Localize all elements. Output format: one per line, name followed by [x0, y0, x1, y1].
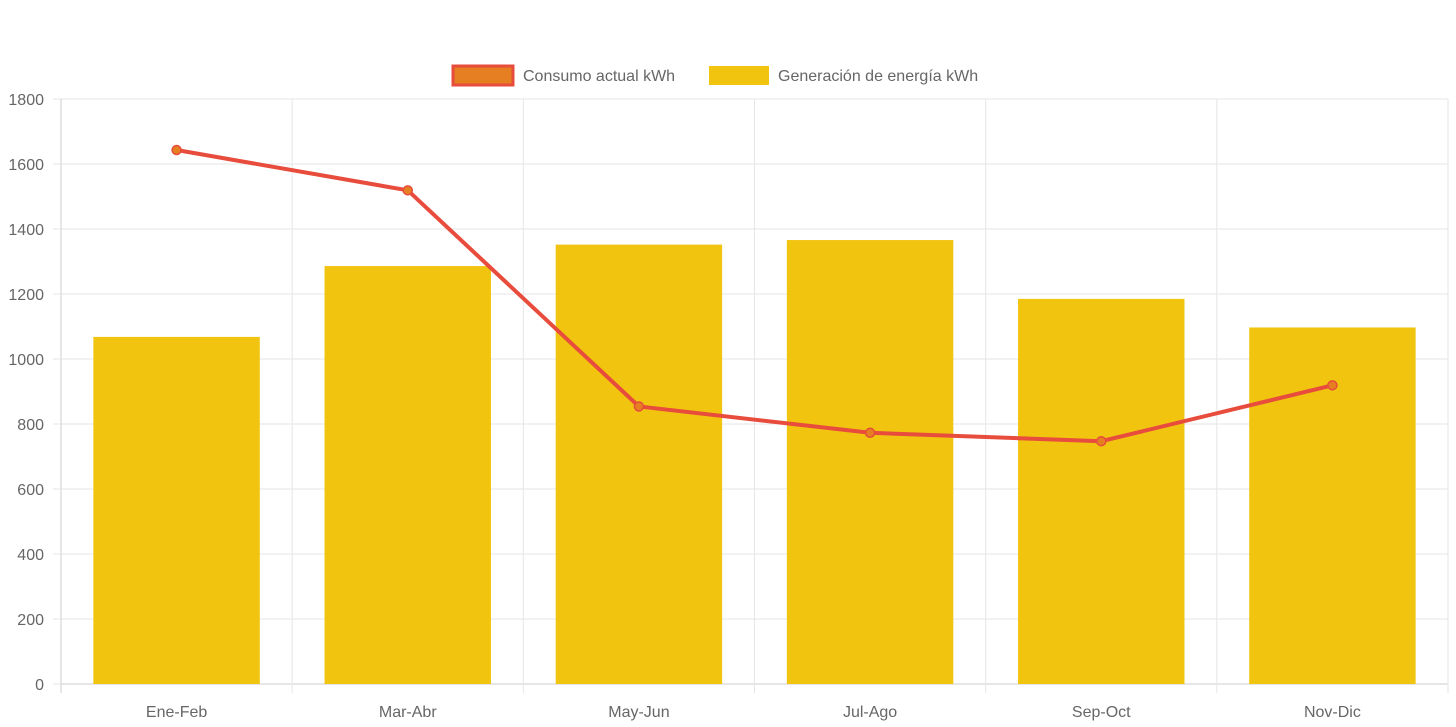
- point-consumo-nov-dic[interactable]: [1327, 380, 1338, 391]
- line-series-consumo: [171, 144, 1338, 447]
- legend: Consumo actual kWh Generación de energía…: [451, 64, 978, 87]
- bar-generacion-jul-ago[interactable]: [786, 240, 954, 685]
- point-consumo-jul-ago[interactable]: [864, 427, 876, 439]
- y-tick-label: 800: [17, 417, 44, 434]
- legend-swatch-consumo: [451, 64, 515, 87]
- bar-generacion-ene-feb[interactable]: [93, 336, 260, 684]
- bar-generacion-sep-oct[interactable]: [1018, 298, 1185, 684]
- y-tick-label: 600: [17, 482, 44, 499]
- bar-series-generacion: [93, 240, 1416, 685]
- y-tick-label: 200: [17, 612, 44, 629]
- y-tick-label: 1600: [8, 157, 44, 174]
- point-consumo-mar-abr[interactable]: [402, 185, 413, 196]
- y-tick-label: 1200: [8, 287, 44, 304]
- legend-swatch-generacion: [709, 66, 769, 85]
- x-tick-label: Sep-Oct: [1072, 704, 1131, 721]
- y-tick-label: 400: [17, 547, 44, 564]
- bar-generacion-mar-abr[interactable]: [324, 266, 491, 684]
- line-consumo: [176, 148, 1333, 444]
- x-tick-label: Mar-Abr: [379, 704, 437, 721]
- legend-label-generacion: Generación de energía kWh: [778, 68, 978, 85]
- x-tick-label: Jul-Ago: [843, 704, 897, 721]
- x-tick-label: Nov-Dic: [1304, 704, 1361, 721]
- point-consumo-may-jun[interactable]: [633, 401, 645, 412]
- y-tick-label: 0: [35, 677, 44, 694]
- point-consumo-sep-oct[interactable]: [1096, 435, 1107, 447]
- y-tick-label: 1000: [8, 352, 44, 369]
- bar-generacion-may-jun[interactable]: [555, 244, 723, 684]
- y-tick-label: 1400: [8, 222, 44, 239]
- x-tick-label: Ene-Feb: [146, 704, 207, 721]
- x-tick-label: May-Jun: [608, 704, 669, 721]
- legend-label-consumo: Consumo actual kWh: [523, 68, 675, 85]
- legend-item-generacion[interactable]: Generación de energía kWh: [709, 66, 978, 85]
- legend-item-consumo[interactable]: Consumo actual kWh: [451, 64, 675, 87]
- y-tick-label: 1800: [8, 92, 44, 109]
- point-consumo-ene-feb[interactable]: [171, 144, 182, 156]
- grid: [60, 98, 1449, 693]
- axes: 0 200 400 600 800 1000 1200 1400 1600 1800 Ene-Feb…: [8, 92, 1360, 721]
